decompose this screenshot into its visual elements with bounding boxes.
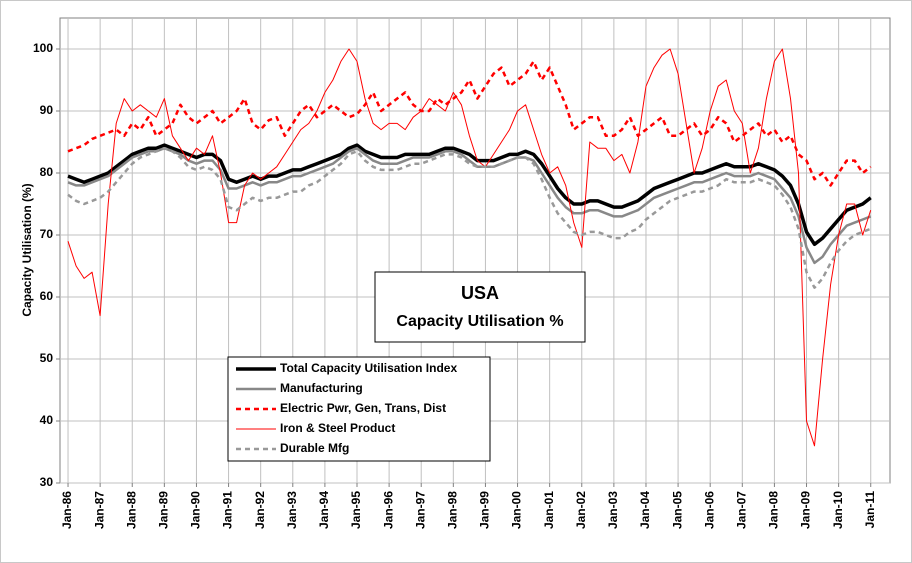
y-tick-label: 40 xyxy=(40,413,54,427)
x-tick-label: Jan-01 xyxy=(542,491,556,529)
x-tick-label: Jan-87 xyxy=(92,491,106,529)
x-tick-label: Jan-11 xyxy=(863,491,877,529)
legend: Total Capacity Utilisation Index Manufact… xyxy=(227,356,491,462)
x-tick-label: Jan-91 xyxy=(221,491,235,529)
legend-label: Iron & Steel Product xyxy=(280,421,395,435)
legend-label: Total Capacity Utilisation Index xyxy=(280,361,457,375)
x-tick-label: Jan-86 xyxy=(60,491,74,529)
series-line xyxy=(67,146,872,265)
title-box xyxy=(374,271,586,343)
x-tick-label: Jan-90 xyxy=(189,491,203,529)
x-tick-label: Jan-92 xyxy=(253,491,267,529)
x-tick-label: Jan-08 xyxy=(767,491,781,529)
x-tick-label: Jan-98 xyxy=(445,491,459,529)
series-line xyxy=(67,146,872,289)
legend-label: Electric Pwr, Gen, Trans, Dist xyxy=(280,401,446,415)
y-tick-label: 100 xyxy=(33,41,53,55)
y-tick-label: 60 xyxy=(40,289,54,303)
x-tick-label: Jan-89 xyxy=(157,491,171,529)
series-line xyxy=(67,143,872,247)
chart-subtitle: Capacity Utilisation % xyxy=(396,313,563,330)
legend-label: Durable Mfg xyxy=(280,441,349,455)
x-tick-label: Jan-05 xyxy=(670,491,684,529)
x-tick-label: Jan-88 xyxy=(124,491,138,529)
series-line xyxy=(67,60,872,187)
x-tick-label: Jan-99 xyxy=(478,491,492,529)
y-tick-label: 80 xyxy=(40,165,54,179)
x-tick-label: Jan-04 xyxy=(638,491,652,529)
x-tick-label: Jan-94 xyxy=(317,491,331,529)
y-tick-label: 90 xyxy=(40,103,54,117)
y-tick-label: 30 xyxy=(40,475,54,489)
y-axis-label: Capacity Utilisation (%) xyxy=(20,183,34,316)
chart-title: USA xyxy=(461,283,499,303)
x-tick-label: Jan-02 xyxy=(574,491,588,529)
x-tick-label: Jan-00 xyxy=(510,491,524,529)
series-line xyxy=(67,48,872,447)
x-tick-label: Jan-09 xyxy=(799,491,813,529)
x-tick-label: Jan-97 xyxy=(413,491,427,529)
x-tick-label: Jan-03 xyxy=(606,491,620,529)
x-tick-label: Jan-07 xyxy=(734,491,748,529)
x-tick-label: Jan-95 xyxy=(349,491,363,529)
x-tick-label: Jan-06 xyxy=(702,491,716,529)
x-tick-label: Jan-10 xyxy=(831,491,845,529)
legend-box xyxy=(227,356,491,462)
y-tick-label: 50 xyxy=(40,351,54,365)
x-tick-label: Jan-93 xyxy=(285,491,299,529)
legend-label: Manufacturing xyxy=(280,381,363,395)
y-tick-label: 70 xyxy=(40,227,54,241)
x-tick-label: Jan-96 xyxy=(381,491,395,529)
